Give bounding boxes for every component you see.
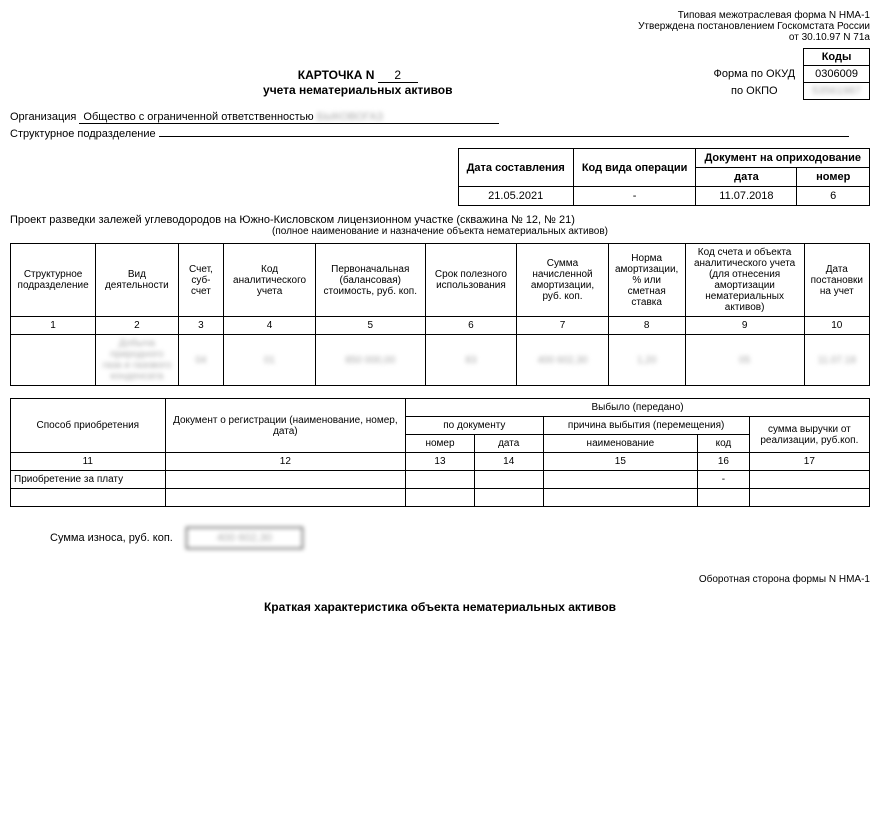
t1n10: 10: [804, 317, 869, 335]
mid-doc-number-value: 6: [797, 187, 870, 206]
t1r5: 850 000,00: [315, 335, 425, 386]
t2r6: -: [698, 471, 750, 489]
t1h7: Сумма начисленной амортизации, руб. коп.: [517, 244, 609, 317]
t1n7: 7: [517, 317, 609, 335]
t2h-sposob: Способ приобретения: [11, 399, 166, 453]
org-row: Организация Общество с ограниченной отве…: [10, 111, 870, 124]
t2n16: 16: [698, 453, 750, 471]
t1n1: 1: [11, 317, 96, 335]
okpo-value: 53561987: [804, 83, 870, 100]
t1n6: 6: [425, 317, 517, 335]
t1r10: 11.07.18: [804, 335, 869, 386]
t2n14: 14: [474, 453, 543, 471]
mid-doc-date-value: 11.07.2018: [696, 187, 797, 206]
t2h-reason: причина выбытия (перемещения): [543, 417, 749, 435]
card-number: 2: [378, 68, 418, 83]
t1r7: 400 602,30: [517, 335, 609, 386]
mid-date-comp-value: 21.05.2021: [458, 187, 573, 206]
t2h-data: дата: [474, 435, 543, 453]
sum-value: 400 602,30: [186, 527, 303, 549]
t2r7: [749, 471, 869, 489]
sum-label: Сумма износа, руб. коп.: [50, 532, 173, 544]
t1n4: 4: [224, 317, 316, 335]
org-value: Общество с ограниченной ответственностью: [83, 111, 313, 123]
codes-table: Коды Форма по ОКУД0306009 по ОКПО5356198…: [706, 48, 870, 100]
t2r5: [543, 471, 698, 489]
okud-value: 0306009: [804, 66, 870, 83]
t1h8: Норма амортизации, % или сметная ставка: [608, 244, 685, 317]
struct-row: Структурное подразделение: [10, 128, 870, 140]
title-block: КАРТОЧКА N 2 учета нематериальных активо…: [10, 68, 706, 97]
t1h4: Код аналитического учета: [224, 244, 316, 317]
mid-op-code-label: Код вида операции: [573, 149, 696, 187]
t1h2: Вид деятельности: [96, 244, 178, 317]
t1h10: Дата постановки на учет: [804, 244, 869, 317]
t1n8: 8: [608, 317, 685, 335]
org-value-blur: БЫКОВОГАЗ: [317, 111, 383, 123]
t1h6: Срок полезного использования: [425, 244, 517, 317]
t1r6: 83: [425, 335, 517, 386]
table2: Способ приобретения Документ о регистрац…: [10, 398, 870, 507]
t1r1: [11, 335, 96, 386]
t1n5: 5: [315, 317, 425, 335]
header-line3: от 30.10.97 N 71а: [10, 32, 870, 43]
t2n13: 13: [406, 453, 475, 471]
t2h-kod: код: [698, 435, 750, 453]
t2h-docreg: Документ о регистрации (наименование, но…: [165, 399, 406, 453]
mid-number-label: номер: [797, 168, 870, 187]
t1h3: Счет, суб-счет: [178, 244, 224, 317]
table1: Структурное подразделение Вид деятельнос…: [10, 243, 870, 386]
card-subtitle: учета нематериальных активов: [10, 83, 706, 97]
t1h9: Код счета и объекта аналитического учета…: [685, 244, 804, 317]
t1n2: 2: [96, 317, 178, 335]
t2r1: Приобретение за плату: [11, 471, 166, 489]
t2n15: 15: [543, 453, 698, 471]
project-text: Проект разведки залежей углеводородов на…: [10, 214, 870, 226]
t1h1: Структурное подразделение: [11, 244, 96, 317]
project-sub: (полное наименование и назначение объект…: [10, 226, 870, 237]
t1h5: Первоначальная (балансовая) стоимость, р…: [315, 244, 425, 317]
t2r3: [406, 471, 475, 489]
codes-header: Коды: [804, 49, 870, 66]
t1n9: 9: [685, 317, 804, 335]
mid-op-code-value: -: [573, 187, 696, 206]
struct-value: [159, 136, 849, 137]
t2h-naim: наименование: [543, 435, 698, 453]
mid-date-label: дата: [696, 168, 797, 187]
header-line1: Типовая межотраслевая форма N НМА-1: [10, 10, 870, 21]
mid-doc-label: Документ на оприходование: [696, 149, 870, 168]
t2h-revenue: сумма выручки от реализации, руб.коп.: [749, 417, 869, 453]
t2h-podoc: по документу: [406, 417, 543, 435]
t2n11: 11: [11, 453, 166, 471]
org-label: Организация: [10, 111, 76, 123]
struct-label: Структурное подразделение: [10, 128, 156, 140]
sum-row: Сумма износа, руб. коп. 400 602,30: [50, 527, 870, 549]
header-line2: Утверждена постановлением Госкомстата Ро…: [10, 21, 870, 32]
t2r4: [474, 471, 543, 489]
t2h-nomer: номер: [406, 435, 475, 453]
t2n12: 12: [165, 453, 406, 471]
form-header: Типовая межотраслевая форма N НМА-1 Утве…: [10, 10, 870, 43]
brief-title: Краткая характеристика объекта нематериа…: [10, 600, 870, 614]
okpo-label: по ОКПО: [706, 83, 804, 100]
t1r2: Добыча природного газа и газового конден…: [96, 335, 178, 386]
t2n17: 17: [749, 453, 869, 471]
t1r8: 1,20: [608, 335, 685, 386]
mid-date-comp-label: Дата составления: [458, 149, 573, 187]
footer-note: Оборотная сторона формы N НМА-1: [10, 574, 870, 585]
t2h-vybylo: Выбыло (передано): [406, 399, 870, 417]
t1r9: 05: [685, 335, 804, 386]
t1r4: 01: [224, 335, 316, 386]
t2r2: [165, 471, 406, 489]
mid-table: Дата составления Код вида операции Докум…: [458, 148, 870, 206]
card-label: КАРТОЧКА N: [298, 68, 375, 82]
t1r3: 04: [178, 335, 224, 386]
okud-label: Форма по ОКУД: [706, 66, 804, 83]
t1n3: 3: [178, 317, 224, 335]
